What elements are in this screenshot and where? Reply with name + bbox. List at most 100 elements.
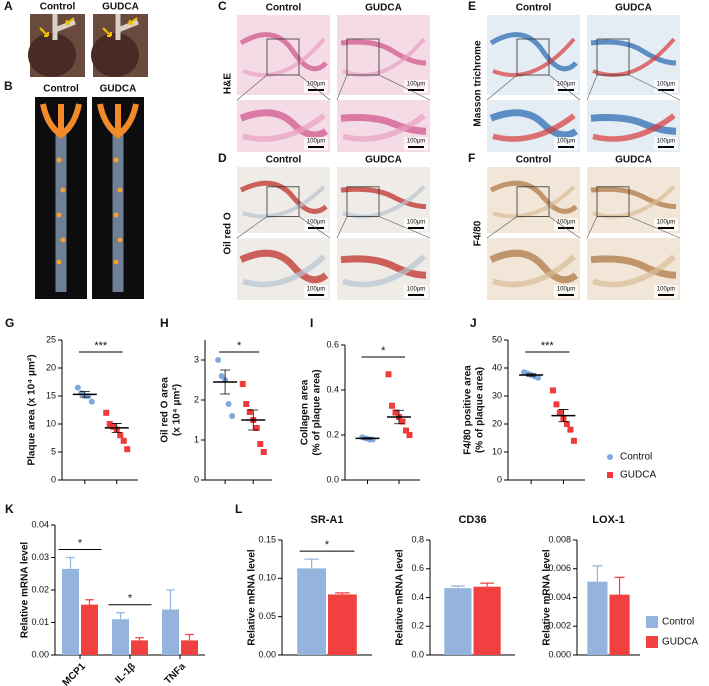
- aortic-arch: [97, 103, 139, 139]
- error-bar: [220, 369, 231, 395]
- tissue: [492, 113, 576, 142]
- column-label: Control: [43, 84, 79, 95]
- error-bar: [79, 391, 90, 398]
- data-point: [260, 449, 267, 455]
- panel-letter: I: [310, 316, 313, 330]
- legend-label: Control: [620, 452, 652, 463]
- y-axis-label: (% of plaque area): [475, 367, 486, 453]
- y-tick-label: 0.002: [548, 621, 571, 631]
- lesion: [117, 187, 123, 193]
- inset-connector: [586, 74, 681, 101]
- inset-box: [516, 186, 550, 217]
- bar: [328, 594, 357, 655]
- y-tick-label: 1: [194, 434, 199, 444]
- tissue: [592, 113, 676, 142]
- data-point: [403, 427, 409, 434]
- y-axis-label: F4/80 positive area: [463, 365, 474, 455]
- error-bar: [394, 409, 404, 425]
- bar: [81, 604, 98, 655]
- y-tick-label: 0.00: [31, 649, 49, 659]
- y-tick-label: 0.0: [411, 649, 424, 659]
- error-bar: [614, 576, 625, 595]
- significance-label: *: [325, 539, 330, 551]
- column-label: Control: [266, 155, 302, 166]
- lesion: [56, 212, 62, 218]
- data-point: [563, 421, 570, 427]
- x-tick-label: TNFa: [163, 661, 189, 686]
- significance-label: *: [128, 593, 133, 605]
- y-axis-label: Relative mRNA level: [395, 549, 406, 646]
- bar: [181, 640, 198, 655]
- data-point: [243, 401, 250, 407]
- error-bar: [592, 565, 603, 582]
- tissue: [242, 113, 326, 142]
- error-bar: [116, 612, 125, 620]
- data-point: [399, 418, 406, 425]
- tissue: [590, 39, 677, 66]
- y-tick-label: 0: [194, 474, 199, 484]
- data-point: [556, 409, 563, 416]
- inset-connector: [586, 216, 681, 239]
- tissue: [590, 114, 677, 135]
- error-bar: [362, 437, 373, 440]
- scale-bar-label: 100μm: [557, 220, 575, 226]
- inset-box: [596, 186, 630, 217]
- tissue: [239, 180, 328, 214]
- data-point: [124, 446, 131, 453]
- photo-organ: [28, 33, 76, 77]
- data-point: [535, 374, 542, 381]
- photo-vessel: [52, 14, 76, 40]
- error-bar: [248, 409, 259, 431]
- data-point: [253, 425, 260, 431]
- data-point: [74, 384, 81, 391]
- y-tick-label: 0.0: [326, 474, 339, 484]
- panel-letter: J: [470, 316, 477, 330]
- y-tick-label: 10: [492, 446, 502, 456]
- scale-bar-label: 100μm: [657, 220, 675, 226]
- y-tick-label: 0.10: [258, 573, 276, 583]
- significance-label: *: [237, 340, 242, 352]
- significance-label: ***: [94, 340, 108, 352]
- tissue: [242, 254, 326, 288]
- data-point: [553, 401, 560, 408]
- panel-letter: A: [4, 0, 13, 13]
- inset-box: [596, 38, 630, 76]
- column-label: GUDCA: [365, 3, 402, 14]
- x-tick-label: MCP1: [61, 661, 89, 686]
- tissue: [242, 37, 326, 77]
- arrow: [128, 17, 138, 25]
- y-tick-label: 0.006: [548, 563, 571, 573]
- legend-marker: [607, 472, 613, 478]
- y-tick-label: 5: [51, 446, 56, 456]
- photo-organ: [91, 33, 139, 77]
- bar: [609, 594, 630, 655]
- inset-connector: [486, 216, 581, 239]
- y-tick-label: 0.8: [411, 534, 424, 544]
- data-point: [385, 371, 392, 378]
- panel-letter: D: [218, 151, 227, 165]
- arrow: [65, 17, 75, 25]
- significance-label: ***: [541, 340, 555, 352]
- scale-bar-label: 100μm: [307, 220, 325, 226]
- tissue: [489, 180, 578, 214]
- tissue: [340, 186, 427, 210]
- lesion: [113, 212, 119, 218]
- y-tick-label: 0.00: [258, 649, 276, 659]
- tissue: [492, 254, 576, 288]
- lesion: [117, 237, 123, 243]
- scale-bar-label: 100μm: [307, 139, 325, 145]
- scale-bar-label: 100μm: [307, 82, 325, 88]
- scale-bar-label: 100μm: [557, 287, 575, 293]
- lesion: [113, 259, 119, 265]
- data-point: [567, 426, 574, 433]
- data-point: [120, 437, 127, 444]
- y-axis-label: Relative mRNA level: [247, 549, 258, 646]
- y-tick-label: 10: [46, 418, 56, 428]
- aortic-arch: [40, 103, 82, 139]
- y-tick-label: 0.01: [31, 617, 49, 627]
- tissue: [489, 109, 579, 139]
- y-tick-label: 20: [46, 362, 56, 372]
- y-axis-label: Plaque area (x 10⁴ μm²): [27, 354, 38, 465]
- error-bar: [335, 592, 350, 595]
